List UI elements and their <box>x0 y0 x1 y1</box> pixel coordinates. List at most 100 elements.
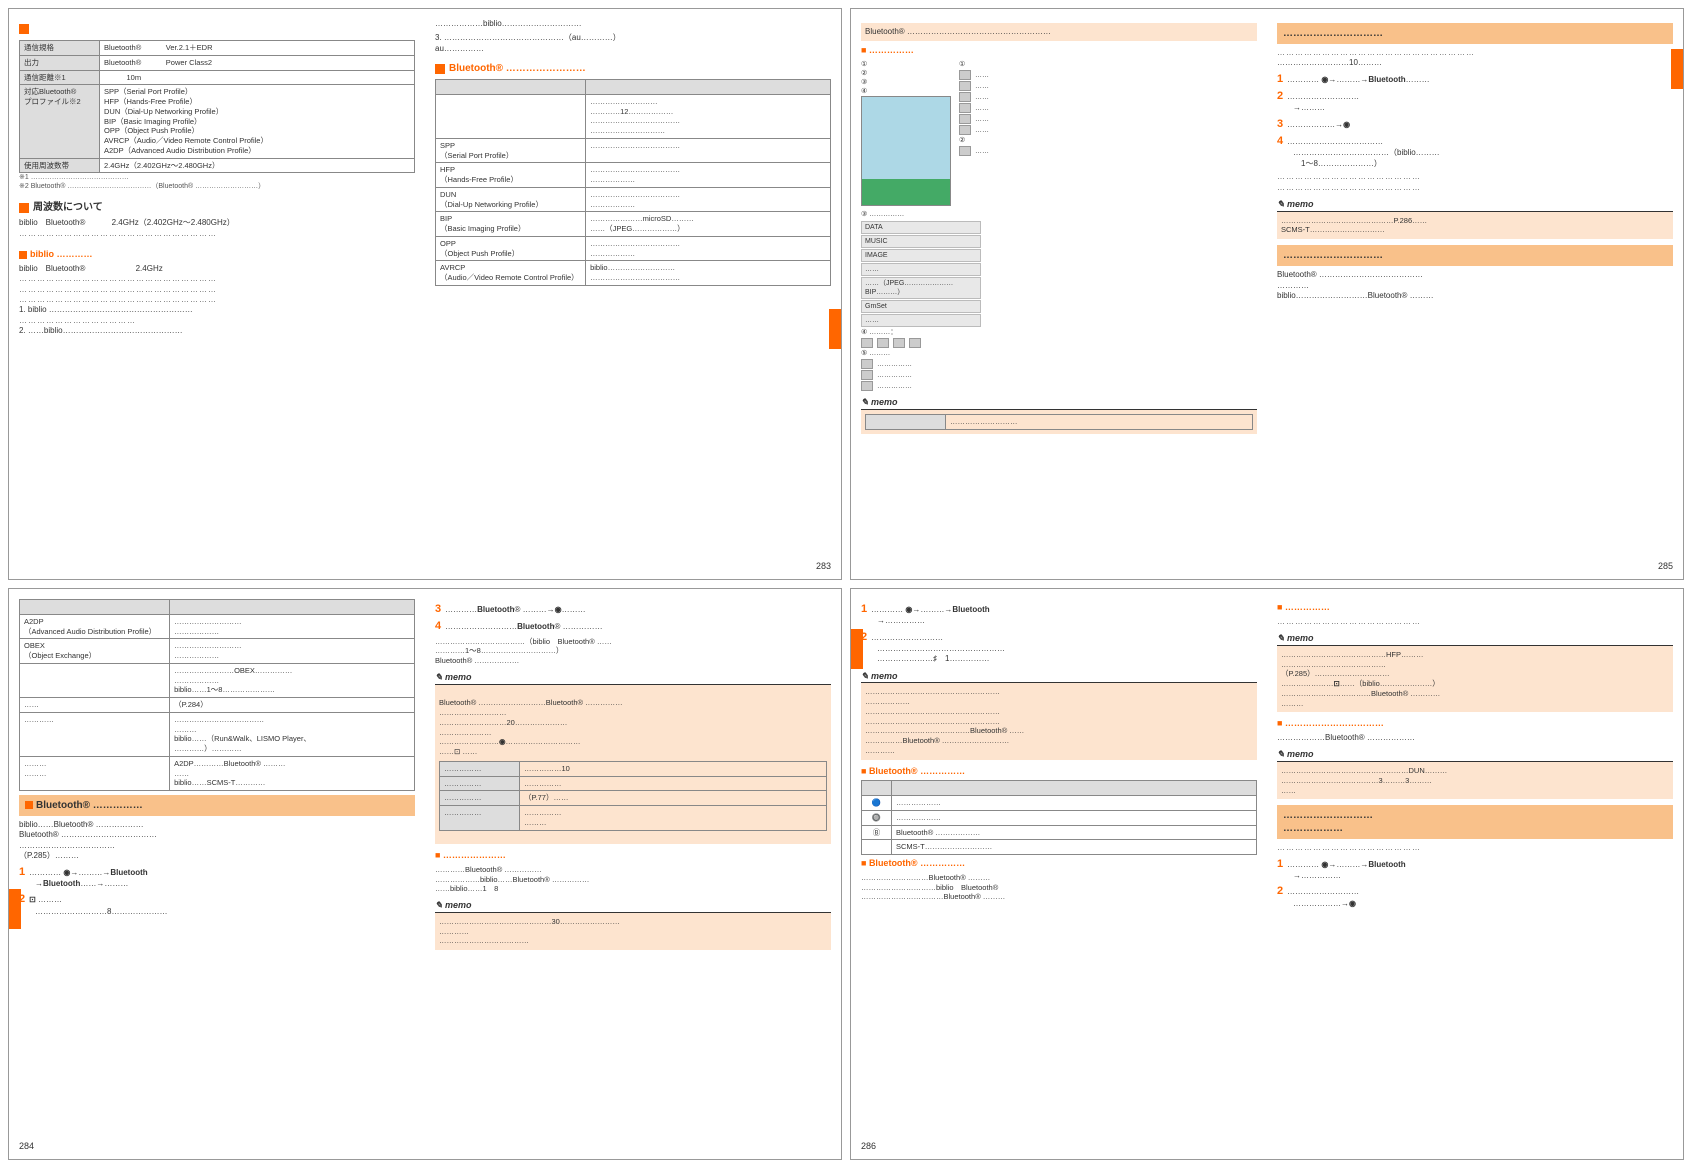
dotted-line: …………………………………………………………………………………………………………… <box>19 274 415 305</box>
icon-row: …… <box>959 81 989 91</box>
table-cell: 2.4GHz（2.402GHz～2.480GHz） <box>100 158 415 173</box>
table-cell <box>586 80 831 95</box>
memo-body: ……………………………………………DUN…………………………………………3………… <box>1277 762 1673 799</box>
memo-heading: memo <box>435 900 831 913</box>
memo-body: …………………………………………………………………………………………………………… <box>861 683 1257 759</box>
step: 2……………………… ………………→◉ <box>1277 884 1673 909</box>
device-icon <box>959 146 971 156</box>
table-cell: ……………10 <box>520 761 827 776</box>
media-strip: …… <box>861 314 981 327</box>
sub-text: ………………………Bluetooth® …………………………………biblio … <box>861 873 1257 902</box>
table-cell: …………………microSD……………（JPEG………………） <box>586 212 831 237</box>
step-number: 3 <box>435 603 441 615</box>
media-strip: IMAGE <box>861 249 981 262</box>
step: 1………… ◉→………→Bluetooth……… <box>1277 72 1673 86</box>
icon-table: 🔵………………🔘………………ⒷBluetooth® ……………… SCMS-T…… <box>861 780 1257 855</box>
step: 1………… ◉→………→Bluetooth →Bluetooth……→……… <box>19 865 415 890</box>
col-left: A2DP（Advanced Audio Distribution Profile… <box>9 589 425 1159</box>
step-number: 1 <box>861 603 867 615</box>
memo-table: ……………………… <box>865 414 1253 430</box>
table-cell <box>892 781 1257 796</box>
step-number: 1 <box>19 866 25 878</box>
table-cell: ………………………………………biblio……（Run&Walk、LISMO P… <box>170 712 415 756</box>
under-text: ………………………………（biblio Bluetooth® ………………1～8… <box>435 637 831 666</box>
side-tab-icon <box>829 309 841 349</box>
device-thumb <box>861 96 951 206</box>
table-cell: SCMS-T……………………… <box>892 840 1257 855</box>
table-cell: ……………………………… <box>586 138 831 163</box>
table-cell: …………… <box>440 791 520 806</box>
step-number: 1 <box>1277 858 1283 870</box>
memo-heading: memo <box>1277 749 1673 762</box>
memo-body: ……………………… <box>861 410 1257 434</box>
steps-list: 1………… ◉→………→Bluetooth →Bluetooth……→………2⊡… <box>19 865 415 917</box>
table-cell: ……………… <box>892 796 1257 811</box>
steps-list: 1………… ◉→………→Bluetooth →……………2……………………… …… <box>861 602 1257 665</box>
tail-text: Bluetooth® ……………………………………………biblio………………… <box>1277 270 1673 301</box>
page-number: 284 <box>19 1141 34 1153</box>
icon-row: …………… <box>861 370 1257 380</box>
icon-row: …… <box>959 92 989 102</box>
freq-heading: 周波数について <box>19 201 415 214</box>
steps-list: 1………… ◉→………→Bluetooth →……………2……………………… …… <box>1277 857 1673 909</box>
table-cell: ……………………………………………… <box>586 236 831 261</box>
labels-col: ①②③④ <box>861 60 951 206</box>
step-number: 2 <box>1277 885 1283 897</box>
label-3: ③ …………… <box>861 210 1257 219</box>
dotted-line: ………………………………………………………… <box>19 229 415 239</box>
table-cell: AVRCP（Audio／Video Remote Control Profile… <box>436 261 586 286</box>
sub-text: …………Bluetooth® ……………………………biblio……Blueto… <box>435 865 831 894</box>
step-number: 4 <box>1277 135 1283 147</box>
memo-heading: memo <box>861 397 1257 410</box>
table-cell: Bluetooth® Power Class2 <box>100 55 415 70</box>
memo-body: ………………………………………P.286……SCMS-T………………………… <box>1277 212 1673 240</box>
table-cell: …… <box>20 698 170 713</box>
col-right: ………………………… ………………………………………………………… ………………… <box>1267 9 1683 579</box>
memo-block: memo ……………………………………………………………………………………………… <box>861 671 1257 760</box>
page-283: 通信規格Bluetooth® Ver.2.1＋EDR出力Bluetooth® P… <box>8 8 842 580</box>
orange-title: ……………………………………… <box>1277 805 1673 839</box>
media-strip: ……（JPEG…………………BIP………） <box>861 277 981 299</box>
step-number: 3 <box>1277 118 1283 130</box>
col-left: Bluetooth® ……………………………………………… ■ …………… ①②… <box>851 9 1267 579</box>
step-number: 4 <box>435 620 441 632</box>
table-cell: ……………… <box>20 756 170 790</box>
dotted-line: ………………………………………………………… <box>1277 48 1673 58</box>
sub-heading: ■ Bluetooth® …………… <box>861 858 1257 870</box>
table-cell: 通信距離※1 <box>20 70 100 85</box>
table-cell: …………… <box>440 806 520 831</box>
memo-block: memo ……………………………………………DUN………………………………………… <box>1277 749 1673 799</box>
icon-row: …… <box>959 146 989 156</box>
spec-table: 通信規格Bluetooth® Ver.2.1＋EDR出力Bluetooth® P… <box>19 40 415 173</box>
memo-heading: memo <box>1277 199 1673 212</box>
table-cell: 出力 <box>20 55 100 70</box>
table-cell: A2DP…………Bluetooth® ……………biblio……SCMS-T……… <box>170 756 415 790</box>
table-cell <box>436 80 586 95</box>
top-text: ………………biblio………………………… <box>435 19 831 29</box>
table-cell: …………… <box>520 776 827 791</box>
strip-list: DATAMUSICIMAGE…………（JPEG…………………BIP………）GmS… <box>861 221 1257 328</box>
table-cell <box>436 94 586 138</box>
freq-text: biblio Bluetooth® 2.4GHz（2.402GHz～2.480G… <box>19 218 415 228</box>
table-cell: 🔵 <box>862 796 892 811</box>
step: 2……………………… →……… <box>1277 89 1673 114</box>
sub-heading: ■ Bluetooth® …………… <box>861 766 1257 778</box>
table-cell: 10m <box>100 70 415 85</box>
table-cell: DUN（Dial-Up Networking Profile） <box>436 187 586 212</box>
table-cell: …………………………………12…………………………………………………………………… <box>586 94 831 138</box>
biblio-text: biblio Bluetooth® 2.4GHz <box>19 264 415 274</box>
icon-row: …………… <box>861 359 1257 369</box>
step: 3…………Bluetooth® ………→◉……… <box>435 602 831 616</box>
device-icon <box>959 92 971 102</box>
steps-list: 3…………Bluetooth® ………→◉………4………………………Blueto… <box>435 602 831 634</box>
table-cell: OPP（Object Push Profile） <box>436 236 586 261</box>
memo-block: memo Bluetooth® ………………………Bluetooth® …………… <box>435 672 831 844</box>
table-cell: ……………………OBEX……………………………biblio……1～8………………… <box>170 663 415 697</box>
table-cell: SPP（Serial Port Profile）HFP（Hands-Free P… <box>100 85 415 158</box>
col-right: 3…………Bluetooth® ………→◉……… 4 …………… …………Blueto… <box>425 589 841 1159</box>
icon-row: …… <box>959 103 989 113</box>
table-cell: …………… <box>440 776 520 791</box>
dotted-line: …………………………………………………………………………………… <box>1277 172 1673 193</box>
list-1: 1. biblio ……………………………………………… <box>19 305 415 315</box>
under-text: biblio……Bluetooth® ………………Bluetooth® …………… <box>19 820 415 862</box>
